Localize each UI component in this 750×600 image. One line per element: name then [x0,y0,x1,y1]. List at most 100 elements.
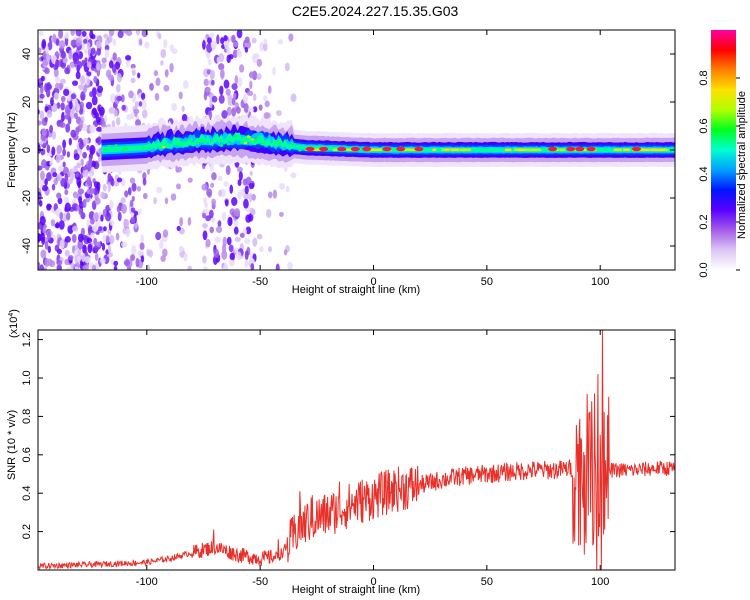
noise-cell [236,49,243,58]
noise-cell [123,259,131,267]
noise-cell [44,257,50,268]
noise-cell [160,48,167,59]
noise-cell [223,79,230,89]
noise-cell [38,30,44,37]
noise-cell [86,78,91,85]
noise-cell [41,38,47,49]
noise-cell [258,104,263,111]
noise-cell [237,191,242,200]
noise-cell [38,120,42,126]
signal-core-dash [613,148,622,152]
noise-cell [256,58,263,67]
noise-cell [71,233,77,243]
noise-cell [79,101,84,110]
noise-cell [72,191,79,199]
hotspot-core [398,148,403,151]
snr-panel: -100 -50 0 50 100 0.2 0.4 0.6 0.8 1.0 1.2 Height … [6,309,676,596]
noise-cell [98,106,105,116]
noise-cell [159,239,164,250]
signal-core-dash [532,148,542,152]
noise-cell [163,84,170,92]
noise-cell [176,225,181,232]
noise-cell [51,146,56,156]
noise-cell [72,166,79,172]
noise-cell [69,62,75,69]
noise-cell [130,207,136,213]
noise-cell [220,188,226,198]
noise-cell [229,252,235,261]
noise-cell [285,185,290,193]
noise-cell [228,244,234,253]
noise-cell [108,199,114,210]
signal-blob [179,143,183,147]
noise-cell [205,239,211,248]
noise-cell [96,136,102,146]
noise-cell [40,148,46,156]
noise-cell [96,48,102,56]
noise-cell [90,47,96,55]
noise-cell [233,226,239,235]
noise-cell [138,101,143,107]
hotspot-core [577,148,582,151]
noise-cell [113,109,118,117]
noise-cell [170,193,177,201]
noise-cell [100,214,104,222]
noise-cell [164,197,169,205]
noise-cell [58,40,66,49]
noise-cell [233,219,239,227]
snr-y-ticks: 0.2 0.4 0.6 0.8 1.0 1.2 [21,332,675,539]
noise-cell [239,64,245,73]
noise-cell [64,189,69,196]
noise-cell [95,40,102,49]
signal-blob [114,144,119,147]
noise-cell [242,93,248,104]
noise-cell [209,226,214,234]
noise-cell [131,182,137,192]
noise-cell [225,88,231,96]
noise-cell [140,92,146,100]
noise-cell [146,264,151,270]
noise-cell [77,239,84,250]
noise-cell [64,249,70,257]
noise-cell [216,34,220,45]
noise-cell [121,104,126,111]
noise-cell [70,30,75,36]
noise-cell [234,74,239,85]
noise-cell [41,236,45,246]
spectrogram-y-ticks: -40 -20 0 20 40 [21,48,675,254]
x-tick-label: 0 [370,276,376,288]
signal-blob [247,135,251,139]
signal-core-dash [554,148,559,152]
noise-cell [41,128,47,136]
x-tick-label: -100 [136,576,158,588]
spectrogram-signal-band [101,113,675,173]
noise-cell [244,36,250,44]
noise-cell [50,219,56,227]
noise-cell [223,40,230,50]
noise-cell [46,203,52,211]
noise-cell [211,198,216,206]
noise-cell [237,179,242,186]
signal-core-dash [618,148,622,152]
noise-cell [105,235,110,244]
noise-cell [63,196,70,204]
noise-cell [206,42,213,53]
noise-cell [250,263,255,270]
noise-cell [60,78,67,84]
noise-cell [113,260,119,267]
signal-core-dash [314,148,323,152]
noise-cell [101,242,106,251]
noise-cell [245,214,252,223]
noise-cell [287,261,293,270]
noise-cell [49,160,54,166]
signal-core-dash [332,148,338,152]
noise-cell [123,218,130,228]
noise-cell [96,62,101,71]
noise-cell [217,220,222,228]
noise-cell [236,166,243,173]
signal-core-dash [368,148,375,152]
noise-cell [225,165,231,176]
signal-blob [291,142,295,146]
noise-cell [221,110,228,119]
noise-cell [86,144,90,151]
